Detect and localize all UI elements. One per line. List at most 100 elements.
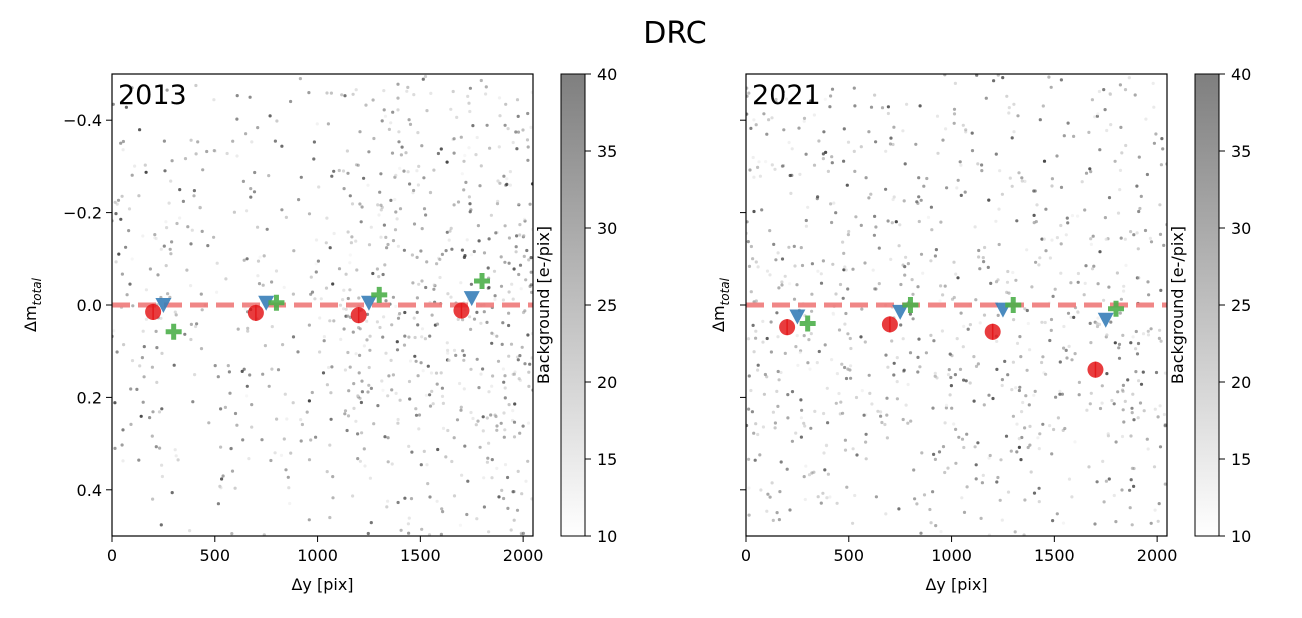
background-point	[747, 374, 751, 378]
background-point	[964, 379, 968, 383]
background-point	[978, 267, 982, 271]
background-point	[997, 207, 1001, 211]
background-point	[405, 89, 409, 93]
background-point	[1105, 372, 1109, 376]
background-point	[395, 340, 399, 344]
background-point	[253, 170, 257, 175]
panel-label: 2021	[752, 80, 821, 111]
background-point	[432, 287, 436, 291]
background-point	[530, 497, 533, 501]
background-point	[502, 411, 506, 415]
background-point	[831, 262, 835, 266]
background-point	[804, 218, 808, 223]
background-point	[154, 236, 158, 241]
background-point	[350, 235, 354, 239]
colorbar-tick-label: 25	[1231, 296, 1251, 315]
background-point	[248, 95, 252, 99]
background-point	[1084, 171, 1089, 175]
blue-triangle-point	[258, 295, 275, 311]
background-point	[137, 458, 141, 462]
background-point	[435, 322, 440, 326]
background-point	[141, 400, 145, 404]
background-point	[901, 129, 905, 133]
background-point	[178, 188, 182, 192]
background-point	[225, 574, 228, 577]
blue-triangle-point	[892, 304, 909, 320]
green-plus-point	[268, 294, 285, 311]
background-point	[843, 322, 847, 326]
background-point	[452, 494, 457, 498]
background-point	[365, 312, 370, 316]
blue-triangle-point	[463, 291, 480, 307]
background-point	[348, 194, 352, 198]
background-point	[911, 0, 914, 2]
background-point	[926, 215, 931, 219]
background-point	[1157, 336, 1161, 340]
background-point	[310, 290, 315, 294]
background-point	[899, 282, 903, 287]
background-point	[937, 450, 942, 454]
background-point	[1158, 203, 1162, 207]
background-point	[996, 313, 1000, 317]
background-point	[241, 438, 245, 442]
background-point	[1058, 360, 1062, 364]
background-point	[420, 335, 424, 339]
background-point	[904, 57, 907, 60]
colorbar-gradient	[560, 73, 586, 537]
background-point	[1014, 386, 1018, 390]
background-point	[1035, 203, 1039, 207]
background-point	[776, 335, 780, 339]
background-point	[360, 379, 364, 383]
background-point	[816, 269, 820, 273]
background-point	[1070, 358, 1074, 362]
background-point	[414, 359, 418, 363]
green-plus-point	[371, 286, 388, 303]
background-point	[232, 210, 236, 214]
background-point	[892, 0, 895, 3]
background-point	[445, 160, 449, 164]
background-point	[1059, 242, 1063, 246]
background-point	[155, 380, 159, 384]
background-point	[429, 371, 434, 375]
background-point	[444, 249, 448, 253]
background-point	[487, 285, 491, 290]
background-point	[1025, 368, 1029, 372]
background-point	[759, 488, 763, 492]
background-point	[1033, 389, 1037, 393]
background-point	[382, 315, 386, 319]
background-point	[495, 334, 499, 338]
background-point	[497, 495, 501, 499]
background-point	[1129, 341, 1133, 345]
background-point	[986, 265, 990, 269]
background-point	[964, 128, 968, 132]
background-point	[503, 260, 507, 264]
background-point	[260, 438, 264, 442]
background-point	[507, 261, 511, 265]
background-point	[461, 349, 465, 353]
background-point	[141, 234, 145, 238]
background-point	[999, 458, 1003, 462]
background-point	[899, 323, 903, 327]
background-point	[1015, 219, 1019, 223]
background-point	[1024, 394, 1028, 398]
background-point	[426, 364, 430, 368]
background-point	[1020, 176, 1024, 180]
background-point	[794, 431, 798, 435]
background-point	[830, 220, 834, 225]
background-point	[1085, 408, 1089, 412]
background-point	[148, 267, 152, 271]
background-point	[521, 424, 525, 428]
background-point	[819, 281, 824, 285]
background-point	[468, 210, 472, 214]
background-point	[788, 282, 792, 286]
background-point	[338, 303, 343, 307]
background-point	[922, 184, 926, 188]
background-point	[1026, 321, 1030, 326]
background-point	[437, 256, 441, 260]
background-point	[133, 59, 136, 62]
background-point	[1124, 143, 1128, 148]
background-point	[822, 411, 826, 416]
background-point	[1132, 466, 1136, 471]
background-point	[842, 251, 846, 255]
background-point	[906, 262, 911, 266]
